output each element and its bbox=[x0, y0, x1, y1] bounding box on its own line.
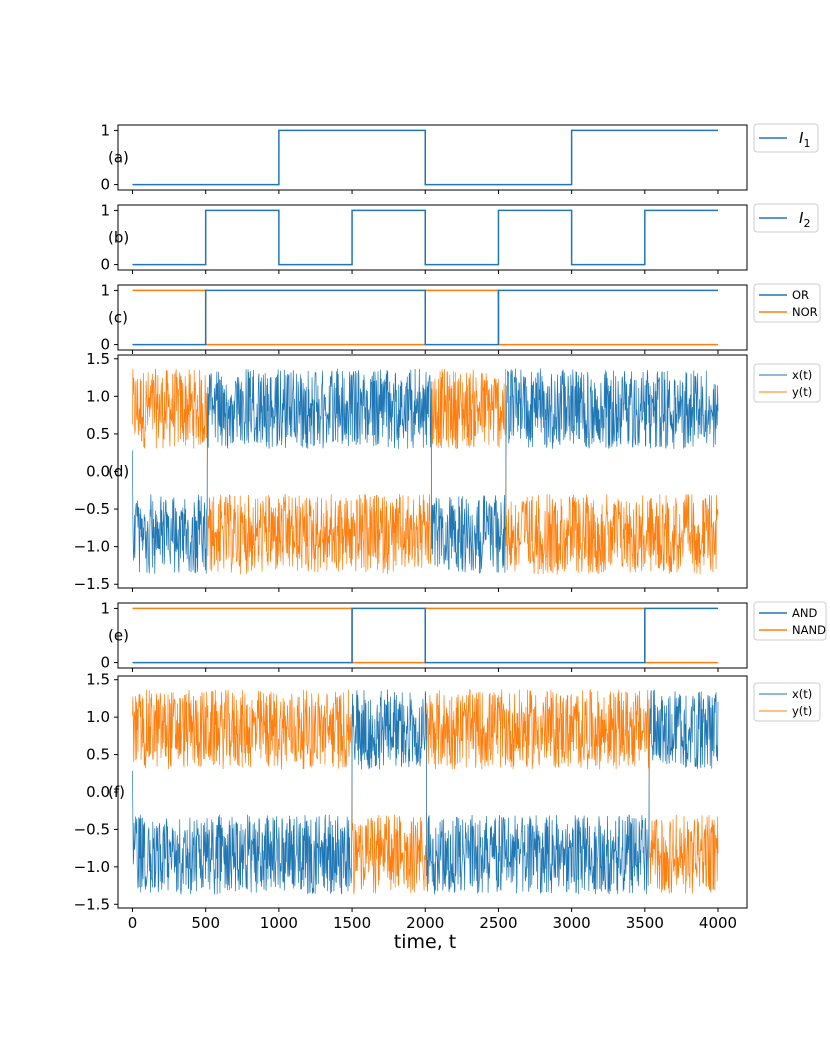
panel-label: (f) bbox=[108, 783, 125, 801]
plot-area bbox=[132, 129, 718, 186]
legend: AND NAND bbox=[753, 601, 827, 641]
legend-entry: x(t) bbox=[792, 368, 812, 382]
y-tick-label: 1 bbox=[100, 201, 110, 219]
y-tick-label: 1.0 bbox=[86, 387, 110, 405]
series-line-x(t) bbox=[132, 368, 719, 574]
y-tick-label: 1 bbox=[100, 281, 110, 299]
x-tick-label: 500 bbox=[191, 914, 220, 932]
y-tick-label: −0.5 bbox=[74, 820, 110, 838]
series-line-AND bbox=[132, 607, 718, 664]
y-tick-label: 1 bbox=[100, 599, 110, 617]
legend-entry: I1 bbox=[799, 129, 810, 150]
plot-area bbox=[132, 368, 719, 575]
y-tick-label: 0.5 bbox=[86, 425, 110, 443]
y-tick-label: 1.0 bbox=[86, 708, 110, 726]
panel-label: (a) bbox=[108, 149, 129, 167]
y-tick-label: 0 bbox=[100, 654, 110, 672]
y-tick-label: 0.5 bbox=[86, 746, 110, 764]
series-line-y(t) bbox=[132, 689, 719, 895]
legend-entry: I2 bbox=[799, 209, 810, 230]
legend: I1 bbox=[753, 123, 819, 153]
panel-label: (b) bbox=[108, 229, 129, 247]
legend-entry: NOR bbox=[792, 305, 818, 319]
x-tick-label: 1500 bbox=[333, 914, 371, 932]
legend: x(t) y(t) bbox=[753, 363, 821, 403]
plot-area bbox=[132, 607, 718, 664]
x-tick-label: 0 bbox=[128, 914, 138, 932]
x-tick-label: 4000 bbox=[699, 914, 737, 932]
x-tick-label: 2500 bbox=[479, 914, 517, 932]
plot-area bbox=[132, 289, 718, 346]
legend-entry: AND bbox=[792, 606, 817, 620]
panel-a: 0 1 (a) I1 bbox=[100, 121, 819, 194]
y-tick-label: 0.0 bbox=[86, 463, 110, 481]
axes-frame bbox=[117, 204, 748, 271]
y-tick-label: 0.0 bbox=[86, 783, 110, 801]
legend-entry: y(t) bbox=[792, 704, 812, 718]
panel-label: (d) bbox=[108, 463, 129, 481]
y-tick-label: 0 bbox=[100, 176, 110, 194]
y-tick-label: −1.0 bbox=[74, 858, 110, 876]
x-tick-label: 3500 bbox=[626, 914, 664, 932]
series-line-OR bbox=[132, 289, 718, 346]
panel-c: 0 1 (c) OR NOR bbox=[100, 281, 821, 354]
y-tick-label: 1 bbox=[100, 121, 110, 139]
axes-frame bbox=[117, 124, 748, 191]
panel-label: (c) bbox=[108, 309, 128, 327]
x-tick-label: 2000 bbox=[406, 914, 444, 932]
panel-f: −1.5 −1.0 −0.5 0.0 0.5 1.0 1.5 (f) 0 500 1000 1500 2… bbox=[74, 671, 821, 932]
y-tick-label: −1.5 bbox=[74, 895, 110, 913]
y-tick-label: 1.5 bbox=[86, 350, 110, 368]
series-line-I1 bbox=[132, 129, 718, 186]
plot-area bbox=[132, 209, 718, 266]
y-tick-label: −1.5 bbox=[74, 575, 110, 593]
axes-frame bbox=[117, 602, 748, 669]
panel-label: (e) bbox=[108, 627, 129, 645]
y-tick-label: 0 bbox=[100, 256, 110, 274]
legend: I2 bbox=[753, 203, 819, 233]
legend: x(t) y(t) bbox=[753, 682, 821, 722]
series-line-I2 bbox=[132, 209, 718, 266]
series-line-x(t) bbox=[132, 689, 719, 895]
legend-entry: y(t) bbox=[792, 385, 812, 399]
panel-d: −1.5 −1.0 −0.5 0.0 0.5 1.0 1.5 (d) x(t) y(t) bbox=[74, 350, 821, 593]
x-tick-label: 1000 bbox=[260, 914, 298, 932]
legend: OR NOR bbox=[753, 283, 821, 323]
y-tick-label: 0 bbox=[100, 336, 110, 354]
x-tick-label: 3000 bbox=[553, 914, 591, 932]
series-line-y(t) bbox=[132, 368, 719, 575]
legend-entry: OR bbox=[792, 288, 809, 302]
legend-subscript: 2 bbox=[803, 217, 810, 230]
x-axis-label: time, t bbox=[394, 931, 456, 953]
panel-b: 0 1 (b) I2 bbox=[100, 201, 819, 274]
panel-e: 0 1 (e) AND NAND bbox=[100, 599, 827, 672]
plot-area bbox=[132, 689, 719, 895]
y-tick-label: 1.5 bbox=[86, 671, 110, 689]
axes-frame bbox=[117, 284, 748, 351]
y-tick-label: −0.5 bbox=[74, 500, 110, 518]
legend-entry: x(t) bbox=[792, 687, 812, 701]
legend-entry: NAND bbox=[792, 623, 826, 637]
legend-subscript: 1 bbox=[803, 137, 810, 150]
y-tick-label: −1.0 bbox=[74, 538, 110, 556]
